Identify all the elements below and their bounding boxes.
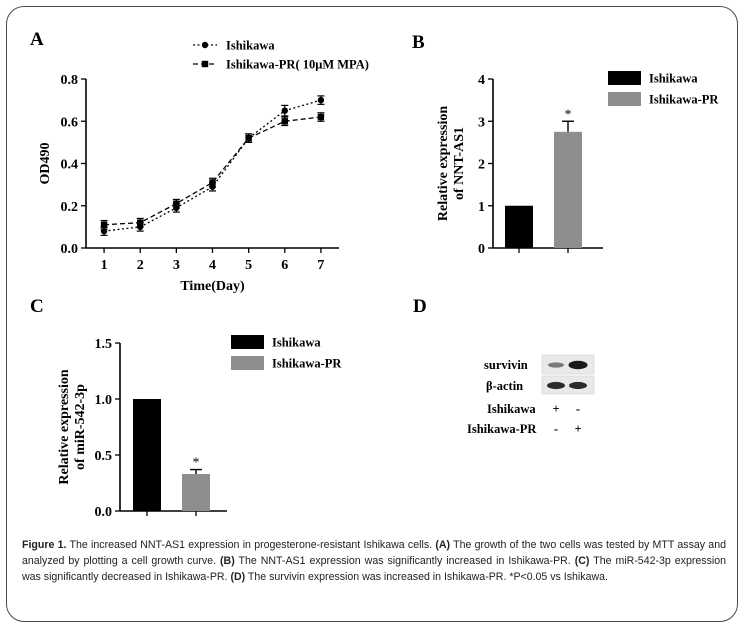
data-point xyxy=(173,200,180,207)
series-line xyxy=(103,99,322,232)
blot-band-survivin-lane1 xyxy=(548,362,564,368)
blot-mark: - xyxy=(576,402,580,416)
y-tick-label: 1 xyxy=(478,200,485,215)
legend-swatch xyxy=(608,92,641,106)
y-tick-label: 4 xyxy=(478,73,485,88)
figure-caption: Figure 1. The increased NNT-AS1 expressi… xyxy=(22,537,726,585)
y-tick-label: 0.0 xyxy=(61,242,79,257)
figure-frame xyxy=(6,6,738,622)
legend-marker xyxy=(201,60,209,68)
significance-marker: * xyxy=(565,107,572,122)
data-point xyxy=(281,118,288,125)
line-chart-panel-a: 0.0 0.2 0.4 0.6 0.8 1 2 3 4 5 6 7 Time(Day) OD490 Ishi… xyxy=(38,39,369,295)
caption-label-d: (D) xyxy=(230,571,246,583)
x-axis-title: Time(Day) xyxy=(180,279,245,294)
legend-swatch xyxy=(231,356,264,370)
y-axis-title: Relative expressionof miR-542-3p xyxy=(57,369,88,484)
caption-label-c: (C) xyxy=(574,555,590,567)
y-tick-label: 0.8 xyxy=(61,73,79,88)
caption-label-b: (B) xyxy=(220,555,235,567)
y-axis-title: Relative expressionof NNT-AS1 xyxy=(436,106,467,221)
data-point xyxy=(209,179,216,186)
legend-label: Ishikawa xyxy=(272,336,321,350)
legend-label: Ishikawa-PR( 10μM MPA) xyxy=(226,58,369,72)
panel-letter-a: A xyxy=(30,29,44,50)
blot-mark: + xyxy=(574,422,581,436)
legend-label: Ishikawa-PR xyxy=(649,93,719,107)
series-line xyxy=(104,116,322,226)
bar-chart-panel-c: 0.0 0.5 1.0 1.5 Relative expressionof miR-54… xyxy=(57,335,342,520)
blot-band-actin-lane2 xyxy=(569,381,587,390)
blot-condition-label-ishikawa-pr: Ishikawa-PR xyxy=(467,422,537,436)
caption-text-c: The miR-542-3p expression was significan… xyxy=(22,555,726,583)
legend-marker xyxy=(201,41,209,49)
panel-letter-c: C xyxy=(30,296,44,317)
data-point xyxy=(281,107,288,114)
y-tick-label: 0.4 xyxy=(61,158,79,173)
data-point xyxy=(100,221,108,228)
bar xyxy=(133,399,161,511)
y-tick-label: 0 xyxy=(478,242,485,257)
blot-mark: + xyxy=(552,402,559,416)
data-point xyxy=(137,219,144,226)
blot-band-survivin-lane2 xyxy=(568,360,588,370)
y-tick-label: 1.0 xyxy=(95,393,113,408)
x-tick-label: 4 xyxy=(209,258,216,273)
bar-chart-panel-b: 0 1 2 3 4 Relative expressionof NNT-AS1 Ishika… xyxy=(436,71,719,257)
bar xyxy=(182,474,210,511)
legend-swatch xyxy=(608,71,641,85)
caption-figure-label: Figure 1. xyxy=(22,539,67,551)
caption-text-a: The growth of the two cells was tested b… xyxy=(22,539,726,567)
blot-row-label-actin: β-actin xyxy=(486,379,523,393)
legend-label: Ishikawa-PR xyxy=(272,357,342,371)
data-point xyxy=(317,96,325,104)
x-tick-label: 1 xyxy=(101,258,108,273)
blot-mark: - xyxy=(554,422,558,436)
legend-label: Ishikawa xyxy=(649,72,698,86)
blot-strip-survivin xyxy=(541,354,595,375)
blot-strip-actin xyxy=(541,375,595,395)
y-tick-label: 2 xyxy=(478,158,485,173)
y-tick-label: 1.5 xyxy=(95,337,113,352)
significance-marker: * xyxy=(193,456,200,471)
x-tick-label: 6 xyxy=(281,258,288,273)
x-tick-label: 3 xyxy=(173,258,180,273)
y-tick-label: 0.2 xyxy=(61,200,79,215)
legend-swatch xyxy=(231,335,264,349)
x-tick-label: 2 xyxy=(137,258,144,273)
western-blot-panel-d: survivin β-actin Ishikawa + - Ishikawa-P… xyxy=(467,354,595,436)
bar xyxy=(505,205,533,248)
blot-row-label-survivin: survivin xyxy=(484,358,528,372)
y-tick-label: 0.6 xyxy=(61,115,79,130)
y-tick-label: 0.0 xyxy=(95,505,113,520)
data-point xyxy=(317,113,325,121)
caption-text-d: The survivin expression was increased in… xyxy=(245,571,608,583)
caption-text-b: The NNT-AS1 expression was significantly… xyxy=(234,555,575,567)
y-axis-title: OD490 xyxy=(38,143,53,185)
bar xyxy=(554,131,582,248)
blot-band-actin-lane1 xyxy=(547,381,565,390)
caption-label-a: (A) xyxy=(435,539,451,551)
caption-intro: The increased NNT-AS1 expression in prog… xyxy=(66,539,436,551)
blot-condition-label-ishikawa: Ishikawa xyxy=(487,402,536,416)
legend-label: Ishikawa xyxy=(226,39,275,53)
panel-letter-d: D xyxy=(413,296,427,317)
x-tick-label: 7 xyxy=(317,258,324,273)
y-tick-label: 0.5 xyxy=(95,449,113,464)
data-point xyxy=(245,134,252,142)
y-tick-label: 3 xyxy=(478,115,485,130)
x-tick-label: 5 xyxy=(245,258,252,273)
panel-letter-b: B xyxy=(412,32,425,53)
